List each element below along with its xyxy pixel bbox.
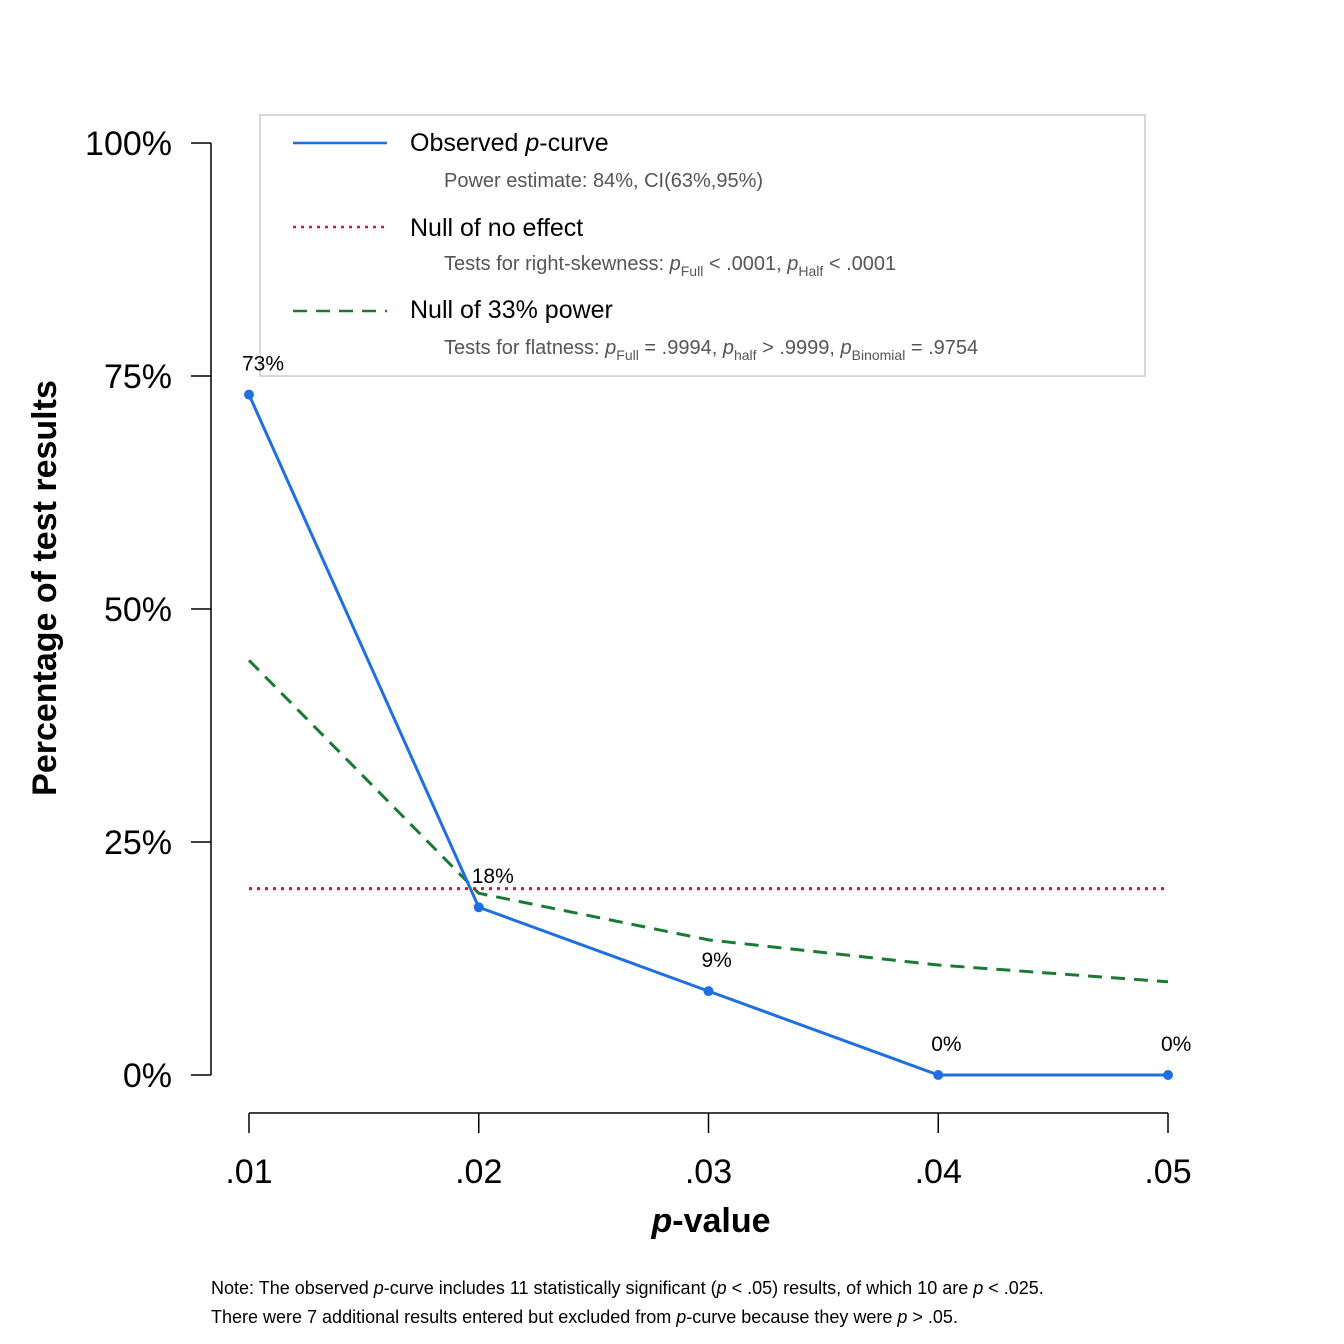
note-line-2: There were 7 additional results entered …	[211, 1307, 958, 1327]
data-label: 0%	[931, 1033, 961, 1056]
data-point	[933, 1070, 944, 1080]
y-tick-label: 100%	[85, 125, 172, 163]
series-line-null-of-33-power	[247, 659, 1169, 984]
legend: Observed p-curve Power estimate: 84%, CI…	[259, 114, 1146, 377]
data-point	[244, 389, 254, 400]
x-tick-label: .02	[455, 1153, 502, 1191]
legend-sub-null-power: Tests for flatness: pFull = .9994, phalf…	[444, 337, 978, 363]
legend-sub-observed: Power estimate: 84%, CI(63%,95%)	[444, 170, 763, 192]
y-tick-label: 75%	[104, 358, 172, 396]
legend-sub-null-effect: Tests for right-skewness: pFull < .0001,…	[444, 253, 896, 279]
x-tick-label: .01	[225, 1153, 272, 1191]
legend-label-null-power: Null of 33% power	[410, 296, 613, 324]
legend-label-null-effect: Null of no effect	[410, 214, 583, 242]
data-labels: 73% 18% 9% 0% 0%	[242, 353, 1191, 1056]
y-axis-title: Percentage of test results	[26, 380, 64, 796]
x-axis-title: p-value	[650, 1202, 770, 1240]
data-point	[703, 986, 714, 997]
data-point	[1163, 1070, 1173, 1080]
y-tick-label: 50%	[104, 591, 172, 629]
y-tick-label: 0%	[123, 1057, 172, 1095]
data-label: 9%	[702, 949, 732, 972]
x-tick-label: .05	[1144, 1153, 1191, 1191]
x-tick-label: .04	[915, 1153, 962, 1191]
y-axis: 0% 25% 50% 75% 100%	[85, 125, 212, 1095]
data-label: 73%	[242, 353, 284, 376]
legend-label-observed: Observed p-curve	[410, 129, 609, 157]
note-line-1: Note: The observed p-curve includes 11 s…	[211, 1278, 1044, 1298]
y-ticks: 0% 25% 50% 75% 100%	[85, 125, 211, 1095]
x-axis: .01 .02 .03 .04 .05	[225, 1112, 1192, 1191]
data-point	[473, 902, 484, 913]
y-tick-label: 25%	[104, 824, 172, 862]
legend-box	[259, 114, 1146, 377]
x-tick-label: .03	[685, 1153, 732, 1191]
x-ticks: .01 .02 .03 .04 .05	[225, 1113, 1192, 1191]
data-label: 0%	[1161, 1033, 1191, 1056]
series	[244, 389, 1173, 1080]
data-label: 18%	[472, 865, 514, 888]
